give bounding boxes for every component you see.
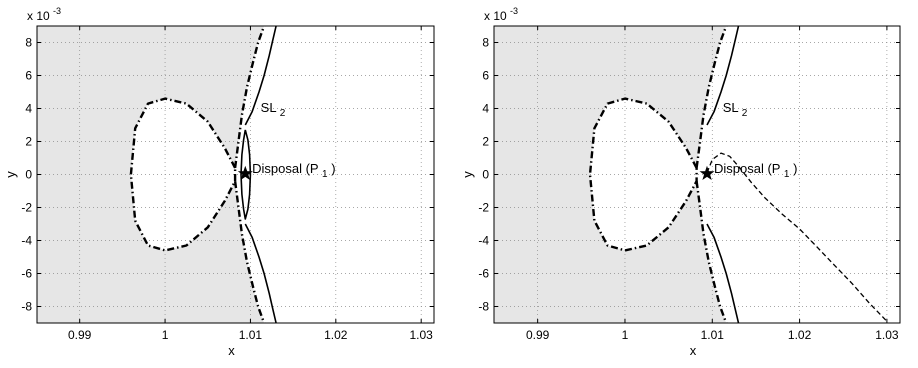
x-tick-label: 0.99 (526, 328, 550, 342)
y-axis-label: y (3, 171, 18, 178)
annotation-sl2-label: SL (261, 100, 277, 115)
series-curve-dash-dot (588, 97, 698, 252)
y-tick-label: 8 (482, 36, 489, 50)
curves (129, 26, 277, 323)
y-axis-label: y (460, 171, 475, 178)
annotation-disposal-suffix: ) (331, 161, 335, 176)
grid-lines (494, 26, 900, 323)
left-plot-panel: 0.99 1 1.01 1.02 1.03 -8 -6 -4 -2 0 2 4 6 8 x y x 10 … (3, 6, 435, 358)
y-tick-label: -2 (478, 201, 489, 215)
y-tick-label: 6 (25, 69, 32, 83)
y-tick-label: -4 (478, 234, 489, 248)
annotation-sl2-label: SL (723, 100, 739, 115)
y-tick-label: -8 (21, 300, 32, 314)
y-tick-label: 2 (482, 135, 489, 149)
markers (699, 165, 715, 181)
series-curve-dashed (706, 152, 888, 322)
annotation-disposal-suffix: ) (793, 161, 797, 176)
x-tick-label: 1.02 (324, 328, 348, 342)
annotation-sl2: SL 2 (723, 100, 748, 119)
annotation-sl2-subscript: 2 (742, 108, 748, 119)
markers (237, 165, 253, 181)
y-tick-label: 0 (25, 168, 32, 182)
y-tick-label: -6 (21, 267, 32, 281)
annotation-sl2: SL 2 (261, 100, 286, 119)
y-exponent-base: x 10 (27, 9, 50, 23)
allowed-oval-region (130, 98, 236, 251)
curves (588, 26, 888, 323)
star-marker (237, 165, 253, 181)
allowed-oval-region (590, 98, 697, 251)
annotation-disposal-label: Disposal (P (714, 161, 780, 176)
star-marker (699, 165, 715, 181)
y-tick-label: -2 (21, 201, 32, 215)
x-axis-label: x (690, 343, 697, 358)
y-exponent-label: x 10 -3 (484, 6, 518, 23)
series-curve-solid (240, 129, 252, 220)
y-exponent-power: -3 (53, 6, 61, 16)
y-tick-label: -6 (478, 267, 489, 281)
x-tick-label: 1.01 (701, 328, 725, 342)
x-tick-label: 1 (162, 328, 169, 342)
annotation-disposal-label: Disposal (P (252, 161, 318, 176)
series-curve-solid (706, 223, 740, 323)
y-tick-label: -4 (21, 234, 32, 248)
y-tick-label: 4 (482, 102, 489, 116)
x-tick-label: 0.99 (68, 328, 92, 342)
y-exponent-label: x 10 -3 (27, 6, 61, 23)
y-exponent-power: -3 (510, 6, 518, 16)
series-curve-dash-dot (129, 97, 237, 252)
x-tick-label: 1.03 (410, 328, 434, 342)
series-curve-solid (244, 26, 277, 126)
annotation-disposal: Disposal (P 1 ) (714, 161, 797, 180)
annotation-disposal: Disposal (P 1 ) (252, 161, 335, 180)
y-tick-label: 2 (25, 135, 32, 149)
x-axis-label: x (228, 343, 235, 358)
x-tick-label: 1.03 (875, 328, 899, 342)
x-tick-label: 1 (622, 328, 629, 342)
series-curve-solid (706, 26, 740, 126)
y-tick-label: -8 (478, 300, 489, 314)
y-tick-label: 0 (482, 168, 489, 182)
y-tick-label: 8 (25, 36, 32, 50)
ticks: 0.99 1 1.01 1.02 1.03 -8 -6 -4 -2 0 2 4 6 8 (478, 26, 900, 342)
annotation-disposal-subscript: 1 (322, 169, 328, 180)
series-curve-solid (244, 223, 277, 323)
y-tick-label: 6 (482, 69, 489, 83)
x-tick-label: 1.01 (239, 328, 263, 342)
ticks: 0.99 1 1.01 1.02 1.03 -8 -6 -4 -2 0 2 4 6 8 (21, 26, 434, 342)
y-exponent-base: x 10 (484, 9, 507, 23)
annotation-sl2-subscript: 2 (280, 108, 286, 119)
annotation-disposal-subscript: 1 (784, 169, 790, 180)
y-tick-label: 4 (25, 102, 32, 116)
x-tick-label: 1.02 (788, 328, 812, 342)
right-plot-panel: 0.99 1 1.01 1.02 1.03 -8 -6 -4 -2 0 2 4 6 8 x y x 10 … (460, 6, 901, 358)
